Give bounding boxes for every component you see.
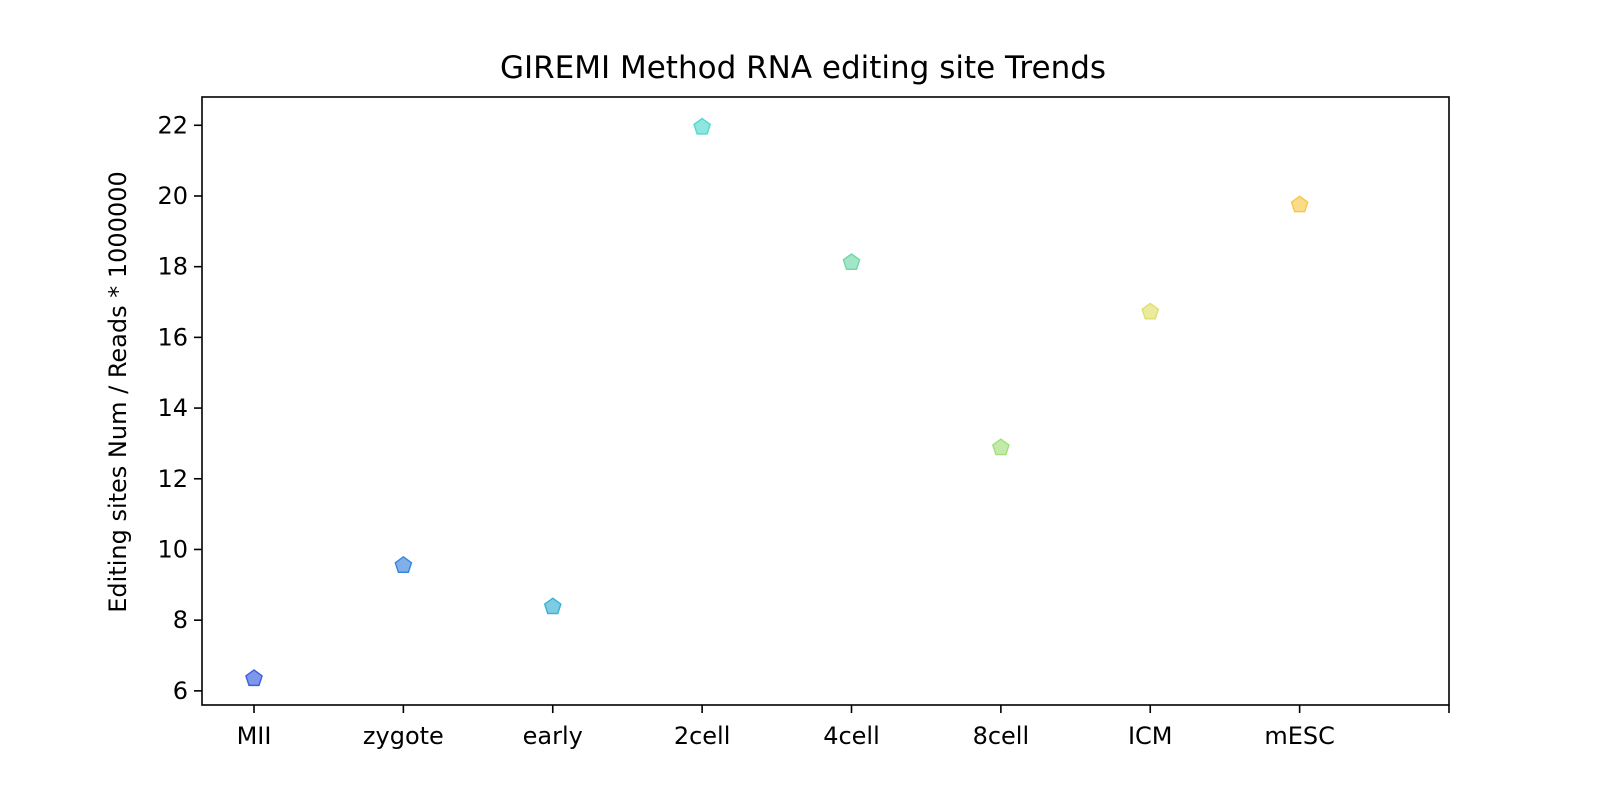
chart-title: GIREMI Method RNA editing site Trends — [500, 50, 1106, 86]
x-tick-label-MII: MII — [237, 722, 272, 750]
x-tick-label-ICM: ICM — [1128, 722, 1173, 750]
plot-frame — [201, 96, 1450, 706]
data-point-ICM — [1141, 302, 1160, 320]
y-tick-label: 6 — [173, 677, 188, 705]
x-tick-label-4cell: 4cell — [823, 722, 880, 750]
data-point-early — [543, 597, 562, 615]
y-tick-label: 8 — [173, 606, 188, 634]
x-tick-label-mESC: mESC — [1264, 722, 1335, 750]
data-point-mESC — [1290, 195, 1309, 213]
y-tick-label: 14 — [157, 394, 188, 422]
y-tick-label: 20 — [157, 182, 188, 210]
data-point-8cell — [991, 438, 1010, 456]
x-tick-label-zygote: zygote — [363, 722, 444, 750]
y-tick-label: 16 — [157, 323, 188, 351]
axes: 6 8 10 12 14 16 18 20 22 MII zygote early 2cell 4cell… — [157, 111, 1450, 750]
y-axis-label: Editing sites Num / Reads * 1000000 — [104, 171, 132, 613]
x-tick-label-2cell: 2cell — [674, 722, 731, 750]
y-tick-label: 22 — [157, 111, 188, 139]
x-tick-label-8cell: 8cell — [973, 722, 1030, 750]
data-point-4cell — [842, 253, 861, 271]
data-point-2cell — [693, 117, 712, 135]
data-point-MII — [245, 669, 263, 687]
y-tick-label: 12 — [157, 465, 188, 493]
y-tick-label: 10 — [157, 535, 188, 563]
data-points — [245, 117, 1309, 687]
x-tick-label-early: early — [523, 722, 583, 750]
data-point-zygote — [394, 556, 413, 573]
y-tick-label: 18 — [157, 253, 188, 281]
